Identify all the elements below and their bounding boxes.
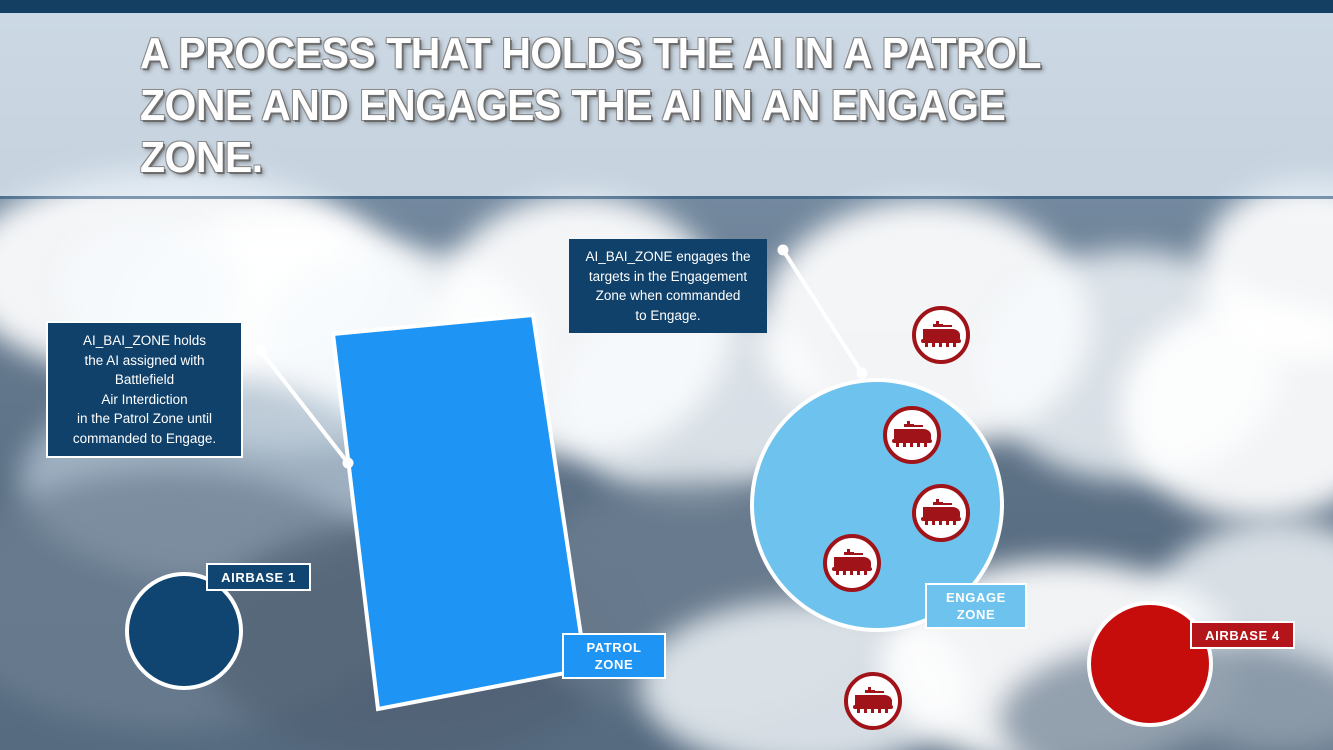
target-marker-armored-vehicle[interactable] xyxy=(823,534,881,592)
label-airbase-4[interactable]: AIRBASE 4 xyxy=(1190,621,1295,649)
header-divider xyxy=(0,196,1333,199)
armored-vehicle-icon xyxy=(919,498,963,528)
page-title: A process that holds the AI in a Patrol … xyxy=(140,29,1041,182)
airbase-4-shape[interactable] xyxy=(1087,601,1213,727)
callout-patrol-description: AI_BAI_ZONE holds the AI assigned with B… xyxy=(46,321,243,458)
airbase-1-shape[interactable] xyxy=(125,572,243,690)
target-marker-armored-vehicle[interactable] xyxy=(844,672,902,730)
callout-engage-description: AI_BAI_ZONE engages the targets in the E… xyxy=(569,239,767,333)
top-accent-bar xyxy=(0,0,1333,13)
armored-vehicle-icon xyxy=(830,548,874,578)
target-marker-armored-vehicle[interactable] xyxy=(883,406,941,464)
leader-line-left xyxy=(254,344,354,469)
target-marker-armored-vehicle[interactable] xyxy=(912,306,970,364)
patrol-zone-shape[interactable] xyxy=(330,312,589,712)
label-airbase-1[interactable]: AIRBASE 1 xyxy=(206,563,311,591)
armored-vehicle-icon xyxy=(919,320,963,350)
label-engage-zone[interactable]: ENGAGE ZONE xyxy=(925,583,1027,629)
leader-line-right xyxy=(777,244,868,379)
target-marker-armored-vehicle[interactable] xyxy=(912,484,970,542)
label-patrol-zone[interactable]: PATROL ZONE xyxy=(562,633,666,679)
header-band xyxy=(0,13,1333,196)
armored-vehicle-icon xyxy=(851,686,895,716)
armored-vehicle-icon xyxy=(890,420,934,450)
